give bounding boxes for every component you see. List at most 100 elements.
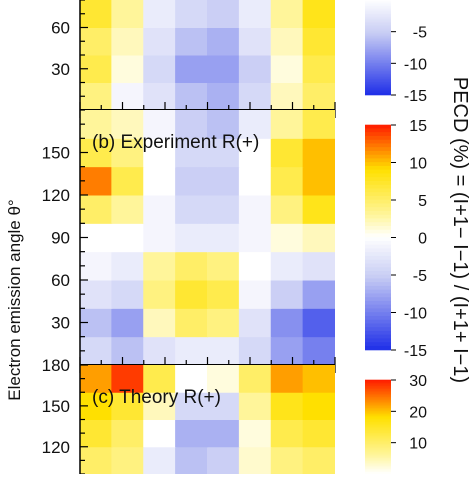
heatmap-cell [238,336,272,365]
heatmap-cell [238,194,272,224]
heatmap-cell [238,307,272,338]
heatmap-cell [143,166,177,196]
heatmap-cell [175,110,208,139]
colorbar-tick-label: 20 [409,404,427,421]
colorbar-b: 15 10 5 0 -5 -10 -15 [365,118,427,360]
colorbar-tick-label: 30 [409,373,427,390]
heatmap-cell [270,27,304,56]
heatmap-cell [270,137,304,168]
heatmap-cell [143,27,177,56]
heatmap-cell [143,336,177,365]
heatmap-cell [143,110,177,139]
colorbar-c: 30 20 10 [365,373,427,475]
panel-label-c: (c) Theory R(+) [92,387,221,408]
heatmap-cell [143,0,177,28]
colorbar-tick-label: -5 [413,268,427,285]
heatmap-cell [175,137,208,168]
heatmap-cell [175,336,208,365]
heatmap-cell [302,336,335,365]
colorbar-tick-label: -5 [413,25,427,42]
heatmap-cell [302,222,335,253]
heatmap-cell [80,251,113,281]
heatmap-cell [111,82,145,110]
heatmap-cell [143,54,177,83]
heatmap-cell [207,27,240,56]
heatmap-cell [302,0,335,28]
y-tick-label: 180 [42,356,70,375]
y-tick-label: 90 [51,229,70,248]
heatmap-cell [270,0,304,28]
heatmap-cell [238,82,272,110]
heatmap-cell [111,419,145,448]
heatmap-cell [111,336,145,365]
heatmap-cell [270,391,304,420]
heatmap-cell [238,279,272,309]
colorbar-tick-label: -15 [404,88,427,105]
heatmap-cell [175,222,208,253]
colorbar-tick-label: 5 [418,193,427,210]
colorbar-tick-label: 10 [409,156,427,173]
heatmap-cell [80,336,113,365]
heatmap-cell [270,82,304,110]
panel-b: 30 60 90 120 150 (b) Experiment R(+) [42,109,336,373]
heatmap-cell [270,365,304,393]
heatmap-cell [270,307,304,338]
heatmap-cell [111,222,145,253]
heatmap-cell [270,336,304,365]
heatmap-cell [175,307,208,338]
heatmap-cell [143,419,177,448]
heatmap-cell [143,137,177,168]
heatmap-cell [207,110,240,139]
heatmap-cell [80,0,113,28]
y-tick-label: 120 [42,438,70,457]
heatmap-cell [175,27,208,56]
heatmap-cell [270,419,304,448]
heatmap-cell [238,110,272,139]
y-tick-label: 150 [42,144,70,163]
heatmap-cell [80,166,113,196]
heatmap-cell [175,279,208,309]
heatmap-cell [175,251,208,281]
heatmap-cell [143,307,177,338]
heatmap-cell [302,365,335,393]
heatmap-cell [207,0,240,28]
heatmap-cell [175,166,208,196]
heatmap-cell [207,82,240,110]
heatmap-cell [175,419,208,448]
colorbar-tick-label: 0 [418,231,427,248]
heatmap-cell [270,279,304,309]
heatmap-cell [143,222,177,253]
heatmap-cell [111,279,145,309]
heatmap-cell [175,391,208,420]
heatmap-cell [238,365,272,393]
heatmap-cell [238,27,272,56]
heatmap-cell [80,27,113,56]
heatmap-cell [302,137,335,168]
heatmap-cell [111,194,145,224]
heatmap-cell [111,251,145,281]
heatmap-cell [111,391,145,420]
colorbar-tick-label: 10 [409,436,427,453]
heatmap-cell [111,446,145,474]
heatmap-cell [175,446,208,474]
heatmap-cell [207,194,240,224]
y-tick-label: 120 [42,186,70,205]
heatmap-cell [238,54,272,83]
heatmap-cell [302,194,335,224]
heatmap-cell [238,391,272,420]
heatmap-cell [80,194,113,224]
heatmap-cell [238,0,272,28]
colorbar-tick-label: -10 [404,306,427,323]
heatmap-cell [143,279,177,309]
heatmap-cell [238,222,272,253]
y-tick-label: 30 [51,60,70,79]
heatmap-cell [80,279,113,309]
heatmap-cell [302,446,335,474]
heatmap-cell [111,0,145,28]
heatmap-cell [111,54,145,83]
heatmap-cell [207,446,240,474]
heatmap-cell [175,0,208,28]
heatmap-cell [302,27,335,56]
